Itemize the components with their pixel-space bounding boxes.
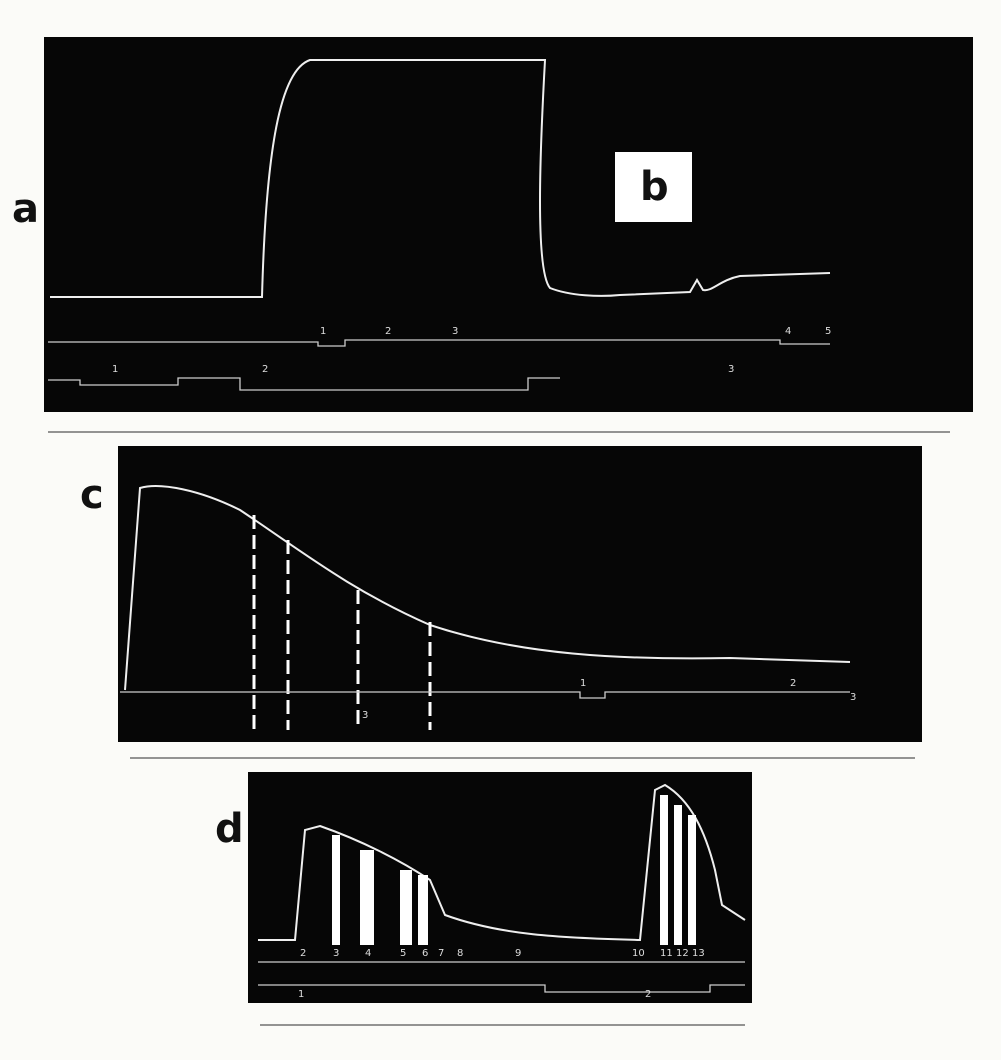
panel-label: d xyxy=(215,806,244,852)
marker-label: 3 xyxy=(362,710,368,721)
marker-label: 2 xyxy=(262,364,268,375)
marker-label: 4 xyxy=(365,948,371,959)
marker-label: 1 xyxy=(298,989,304,1000)
marker-label: 3 xyxy=(333,948,339,959)
marker-label: 2 xyxy=(790,678,796,689)
panel-c xyxy=(118,446,922,742)
marker-label: 3 xyxy=(452,326,458,337)
timing-line xyxy=(48,339,830,347)
marker-label: 5 xyxy=(825,326,831,337)
marker-label: 3 xyxy=(850,692,856,703)
marker-label: 8 xyxy=(457,948,463,959)
marker-label: 11 xyxy=(660,948,673,959)
marker-label: 13 xyxy=(692,948,705,959)
marker-label: 12 xyxy=(676,948,689,959)
marker-label: 5 xyxy=(400,948,406,959)
trace xyxy=(124,485,851,691)
marker-label: 9 xyxy=(515,948,521,959)
marker-label: 1 xyxy=(112,364,118,375)
marker-label: 2 xyxy=(645,989,651,1000)
marker-label: 3 xyxy=(728,364,734,375)
timing-line xyxy=(48,377,560,391)
marker-label: 1 xyxy=(320,326,326,337)
panel-label: a xyxy=(12,186,39,232)
stimulus-bars xyxy=(332,795,696,945)
marker-label: 2 xyxy=(385,326,391,337)
marker-label: 1 xyxy=(580,678,586,689)
marker-label: 6 xyxy=(422,948,428,959)
dashed-markers xyxy=(252,515,432,730)
marker-label: 2 xyxy=(300,948,306,959)
panel-label: c xyxy=(80,472,104,518)
panel-a xyxy=(44,37,973,412)
marker-label: 10 xyxy=(632,948,645,959)
timing-line xyxy=(120,691,850,699)
inset-box xyxy=(615,152,692,222)
trace xyxy=(50,59,831,298)
timing-line xyxy=(258,984,745,993)
inset-label: b xyxy=(640,164,669,210)
marker-label: 7 xyxy=(438,948,444,959)
marker-label: 4 xyxy=(785,326,791,337)
